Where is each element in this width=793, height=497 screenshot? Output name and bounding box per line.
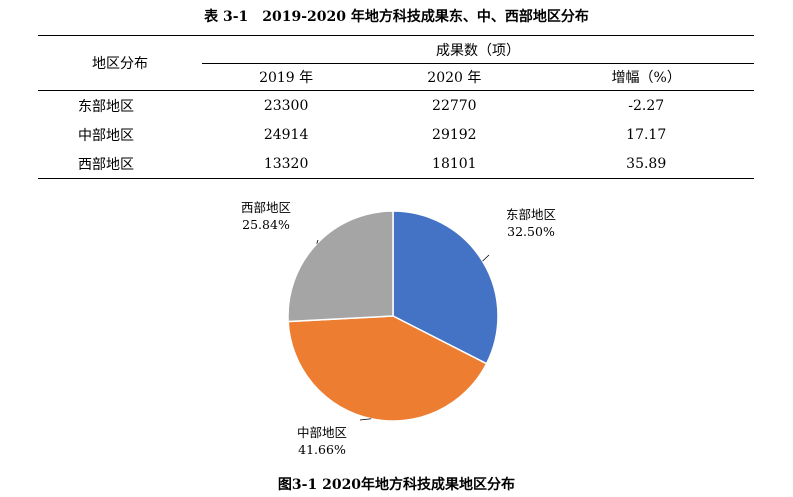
pie-slice	[287, 210, 394, 323]
pie-chart: 东部地区 32.50% 中部地区 41.66% 西部地区 25.84%	[241, 200, 556, 457]
row-region: 西部地区	[38, 149, 202, 179]
header-2020: 2020 年	[370, 63, 539, 91]
header-group: 成果数（项）	[202, 35, 754, 64]
figure-title: 图3-1 2020年地方科技成果地区分布	[277, 477, 516, 493]
pie-slice-label: 东部地区	[506, 207, 556, 222]
pie-slice-label: 中部地区	[297, 425, 347, 440]
pie-slice	[287, 315, 488, 422]
pie-slice-percent: 41.66%	[298, 442, 346, 457]
row-2019-value: 13320	[202, 149, 371, 179]
row-2020-value: 29192	[432, 126, 477, 143]
table-row: 东部地区 23300 22770 -2.27	[38, 91, 754, 121]
row-2019-value: 23300	[263, 97, 309, 114]
pie-labels: 东部地区 32.50% 中部地区 41.66% 西部地区 25.84%	[241, 200, 556, 457]
header-region: 地区分布	[38, 35, 202, 91]
pie-slice-percent: 25.84%	[242, 217, 290, 232]
header-growth: 增幅（%）	[538, 63, 754, 91]
row-region: 中部地区	[78, 127, 134, 144]
header-2019: 2019 年	[202, 63, 371, 91]
row-growth-value: 17.17	[626, 126, 667, 143]
data-table: 地区分布 成果数（项） 2019 年 2020 年 增幅（%） 东部地区 233…	[38, 35, 754, 179]
table-title: 表 3-1 2019-2020 年地方科技成果东、中、西部地区分布	[204, 9, 589, 25]
pie-leader-line	[482, 254, 490, 262]
pie-slice-percent: 32.50%	[507, 224, 555, 239]
row-2019-value: 24914	[263, 126, 309, 143]
table-row: 西部地区 13320 18101 35.89	[38, 149, 754, 179]
row-2020-value: 18101	[370, 149, 539, 179]
pie-leader-line	[359, 418, 372, 421]
row-2020-value: 22770	[432, 97, 477, 114]
row-growth-value: -2.27	[628, 97, 665, 114]
pie-slice-label: 西部地区	[241, 200, 291, 215]
table-row: 中部地区 24914 29192 17.17	[38, 120, 754, 149]
pie-slices	[287, 210, 499, 422]
row-growth-value: 35.89	[538, 149, 754, 179]
row-region: 东部地区	[78, 98, 134, 115]
pie-leader-line	[316, 239, 319, 244]
